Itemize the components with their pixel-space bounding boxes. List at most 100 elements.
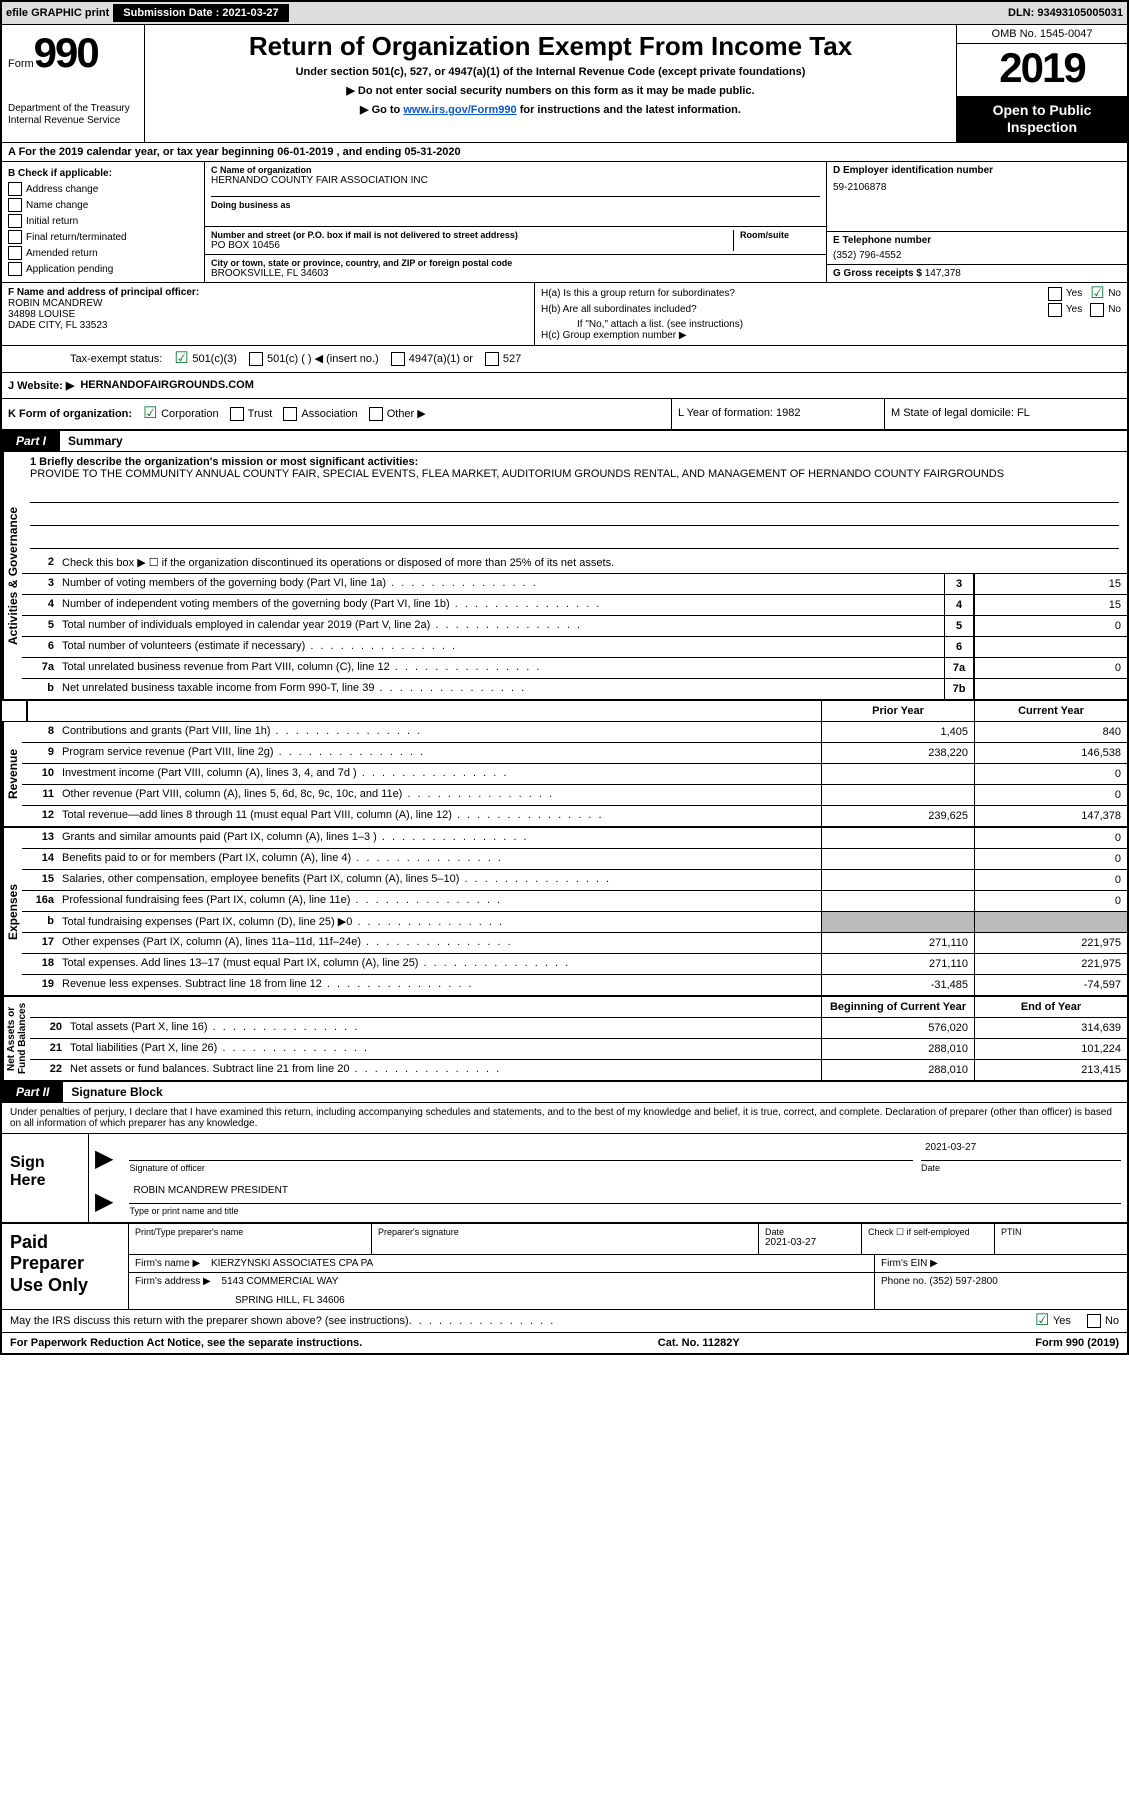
officer-name-title: ROBIN MCANDREW PRESIDENT [133, 1185, 287, 1201]
officer-street: 34898 LOUISE [8, 309, 528, 320]
box-c: C Name of organization HERNANDO COUNTY F… [205, 162, 826, 282]
dept-line: Department of the Treasury Internal Reve… [8, 103, 138, 127]
note-2: ▶ Go to www.irs.gov/Form990 for instruct… [149, 103, 952, 116]
netassets-section: Net Assets or Fund Balances Beginning of… [2, 997, 1127, 1082]
form-header: Form990 Department of the Treasury Inter… [2, 25, 1127, 143]
firm-addr2: SPRING HILL, FL 34606 [235, 1295, 868, 1306]
sign-arrow-icon-2: ▶ [95, 1187, 113, 1216]
gov-line: 5 Total number of individuals employed i… [22, 616, 1127, 637]
open-to-public: Open to Public Inspection [957, 96, 1127, 142]
form-number-cell: Form990 Department of the Treasury Inter… [2, 25, 145, 142]
gov-line: b Net unrelated business taxable income … [22, 679, 1127, 699]
tax-year: 2019 [957, 44, 1127, 96]
b-app-pending[interactable]: Application pending [8, 262, 198, 278]
table-row: 16a Professional fundraising fees (Part … [22, 891, 1127, 912]
te-501c3[interactable]: 501(c)(3) [174, 352, 237, 366]
omb-no: OMB No. 1545-0047 [957, 25, 1127, 44]
efile-label[interactable]: efile GRAPHIC print [6, 7, 109, 19]
hb-yes[interactable] [1048, 303, 1062, 317]
hb-no[interactable] [1090, 303, 1104, 317]
te-527[interactable]: 527 [485, 352, 521, 366]
table-row: 9 Program service revenue (Part VIII, li… [22, 743, 1127, 764]
paid-preparer-label: Paid Preparer Use Only [2, 1224, 129, 1309]
current-year-header: Current Year [974, 701, 1127, 721]
org-name: HERNANDO COUNTY FAIR ASSOCIATION INC [211, 175, 820, 186]
netassets-vert: Net Assets or Fund Balances [2, 997, 30, 1080]
table-row: 15 Salaries, other compensation, employe… [22, 870, 1127, 891]
k-corp[interactable]: Corporation [143, 408, 218, 420]
part1-header: Part I Summary [2, 431, 1127, 452]
instructions-link[interactable]: www.irs.gov/Form990 [403, 104, 516, 116]
part2-header: Part II Signature Block [2, 1082, 1127, 1103]
tax-exempt-row: Tax-exempt status: 501(c)(3) 501(c) ( ) … [2, 346, 1127, 373]
gross-receipts: 147,378 [925, 268, 961, 279]
gov-line: 3 Number of voting members of the govern… [22, 574, 1127, 595]
table-row: 20 Total assets (Part X, line 16) 576,02… [30, 1018, 1127, 1039]
b-final-return[interactable]: Final return/terminated [8, 230, 198, 246]
part2-tab: Part II [2, 1082, 63, 1102]
table-row: 8 Contributions and grants (Part VIII, l… [22, 722, 1127, 743]
table-row: 12 Total revenue—add lines 8 through 11 … [22, 806, 1127, 826]
table-row: b Total fundraising expenses (Part IX, c… [22, 912, 1127, 933]
website-row: J Website: ▶ HERNANDOFAIRGROUNDS.COM [2, 373, 1127, 399]
te-4947[interactable]: 4947(a)(1) or [391, 352, 473, 366]
discuss-no[interactable] [1087, 1314, 1101, 1328]
box-b: B Check if applicable: Address change Na… [2, 162, 205, 282]
officer-city: DADE CITY, FL 33523 [8, 320, 528, 331]
grid-bcdeg: B Check if applicable: Address change Na… [2, 162, 1127, 283]
discuss-row: May the IRS discuss this return with the… [2, 1310, 1127, 1333]
table-row: 21 Total liabilities (Part X, line 26) 2… [30, 1039, 1127, 1060]
ha-no[interactable] [1090, 287, 1104, 301]
mission-text: PROVIDE TO THE COMMUNITY ANNUAL COUNTY F… [30, 468, 1119, 480]
k-other[interactable]: Other ▶ [369, 408, 426, 420]
footer-right: Form 990 (2019) [1035, 1337, 1119, 1349]
section-a: A For the 2019 calendar year, or tax yea… [2, 143, 1127, 162]
b-name-change[interactable]: Name change [8, 198, 198, 214]
box-l: L Year of formation: 1982 [672, 399, 885, 429]
ein: 59-2106878 [833, 182, 1121, 193]
col-headers: Prior Year Current Year [2, 701, 1127, 722]
b-amended[interactable]: Amended return [8, 246, 198, 262]
expenses-section: Expenses 13 Grants and similar amounts p… [2, 828, 1127, 997]
row-fh: F Name and address of principal officer:… [2, 283, 1127, 346]
firm-phone: (352) 597-2800 [929, 1276, 997, 1287]
dln-label: DLN: 93493105005031 [1008, 7, 1123, 19]
box-h: H(a) Is this a group return for subordin… [535, 283, 1127, 345]
title-cell: Return of Organization Exempt From Incom… [145, 25, 956, 142]
b-address-change[interactable]: Address change [8, 182, 198, 198]
sign-here-label: Sign Here [2, 1134, 89, 1222]
k-trust[interactable]: Trust [230, 408, 273, 420]
prior-year-header: Prior Year [821, 701, 974, 721]
footer-left: For Paperwork Reduction Act Notice, see … [10, 1337, 362, 1349]
part1-tab: Part I [2, 431, 60, 451]
gov-line: 7a Total unrelated business revenue from… [22, 658, 1127, 679]
te-501c[interactable]: 501(c) ( ) ◀ (insert no.) [249, 352, 379, 366]
revenue-section: Revenue 8 Contributions and grants (Part… [2, 722, 1127, 828]
sign-here-row: Sign Here ▶ Signature of officer 2021-03… [2, 1134, 1127, 1224]
ha-yes[interactable] [1048, 287, 1062, 301]
b-initial-return[interactable]: Initial return [8, 214, 198, 230]
table-row: 13 Grants and similar amounts paid (Part… [22, 828, 1127, 849]
firm-name: KIERZYNSKI ASSOCIATES CPA PA [211, 1258, 373, 1269]
table-row: 22 Net assets or fund balances. Subtract… [30, 1060, 1127, 1080]
year-cell: OMB No. 1545-0047 2019 Open to Public In… [956, 25, 1127, 142]
subtitle: Under section 501(c), 527, or 4947(a)(1)… [149, 66, 952, 78]
end-year-header: End of Year [974, 997, 1127, 1017]
telephone: (352) 796-4552 [833, 250, 1121, 261]
governance-vert: Activities & Governance [2, 452, 22, 699]
table-row: 10 Investment income (Part VIII, column … [22, 764, 1127, 785]
gov-line: 6 Total number of volunteers (estimate i… [22, 637, 1127, 658]
prep-date: 2021-03-27 [765, 1237, 855, 1248]
revenue-vert: Revenue [2, 722, 22, 826]
declaration: Under penalties of perjury, I declare th… [2, 1103, 1127, 1134]
part2-title: Signature Block [63, 1085, 162, 1099]
note-1: ▶ Do not enter social security numbers o… [149, 84, 952, 97]
sign-date: 2021-03-27 [925, 1142, 976, 1158]
discuss-yes[interactable] [1035, 1314, 1049, 1328]
box-deg: D Employer identification number 59-2106… [826, 162, 1127, 282]
box-f: F Name and address of principal officer:… [2, 283, 535, 345]
box-m: M State of legal domicile: FL [885, 399, 1127, 429]
k-assoc[interactable]: Association [283, 408, 357, 420]
city-state-zip: BROOKSVILLE, FL 34603 [211, 268, 820, 279]
submission-date-btn[interactable]: Submission Date : 2021-03-27 [113, 4, 288, 22]
